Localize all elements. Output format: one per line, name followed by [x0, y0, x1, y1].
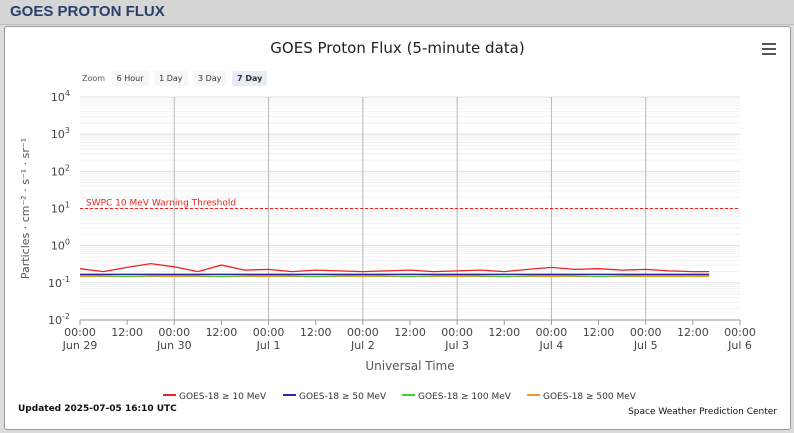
- y-tick-label: 101: [51, 201, 70, 216]
- zoom-3-day-button[interactable]: 3 Day: [193, 71, 227, 86]
- zoom-1-day-button[interactable]: 1 Day: [154, 71, 188, 86]
- chart-container: GOES Proton Flux (5-minute data) Zoom 6 …: [4, 26, 791, 430]
- x-tick-label: 12:00: [583, 326, 615, 339]
- threshold-label: SWPC 10 MeV Warning Threshold: [86, 199, 236, 209]
- updated-timestamp: Updated 2025-07-05 16:10 UTC: [18, 404, 177, 414]
- zoom-label: Zoom: [82, 74, 106, 83]
- x-tick-date-label: Jun 29: [62, 339, 98, 352]
- x-tick-label: 00:00: [441, 326, 473, 339]
- x-tick-label: 12:00: [488, 326, 520, 339]
- y-tick-label: 103: [51, 126, 70, 141]
- x-tick-label: 00:00: [630, 326, 662, 339]
- x-tick-date-label: Jul 4: [539, 339, 564, 352]
- panel-header: GOES PROTON FLUX: [0, 0, 794, 25]
- zoom-6-hour-button[interactable]: 6 Hour: [111, 71, 149, 86]
- x-tick-label: 00:00: [64, 326, 96, 339]
- y-tick-exponent: -2: [62, 312, 70, 321]
- y-tick-label: 104: [51, 89, 70, 104]
- legend-item-label: GOES-18 ≥ 500 MeV: [543, 392, 637, 402]
- x-tick-label: 00:00: [536, 326, 568, 339]
- x-tick-label: 00:00: [724, 326, 756, 339]
- x-tick-date-label: Jul 2: [350, 339, 375, 352]
- legend-item-label: GOES-18 ≥ 100 MeV: [418, 392, 512, 402]
- y-axis-title: Particles · cm⁻² · s⁻¹ · sr⁻¹: [19, 138, 32, 279]
- legend-item-label: GOES-18 ≥ 50 MeV: [299, 392, 387, 402]
- x-tick-date-label: Jul 3: [444, 339, 469, 352]
- legend-item-label: GOES-18 ≥ 10 MeV: [179, 392, 267, 402]
- x-tick-date-label: Jul 1: [256, 339, 281, 352]
- y-tick-label: 102: [51, 163, 70, 178]
- series-line: [79, 274, 710, 277]
- y-tick-label: 10-1: [48, 275, 70, 290]
- chart-title: GOES Proton Flux (5-minute data): [270, 39, 525, 57]
- y-tick-exponent: 4: [65, 89, 70, 98]
- x-tick-date-label: Jul 5: [633, 339, 658, 352]
- credit-text: Space Weather Prediction Center: [628, 407, 777, 417]
- x-tick-label: 12:00: [394, 326, 426, 339]
- x-tick-date-label: Jul 6: [727, 339, 752, 352]
- y-tick-exponent: 2: [65, 163, 70, 172]
- series-line: [79, 262, 710, 273]
- panel-title: GOES PROTON FLUX: [10, 3, 165, 20]
- zoom-7-day-button[interactable]: 7 Day: [232, 71, 268, 86]
- zoom-control: Zoom 6 Hour 1 Day 3 Day 7 Day: [80, 71, 270, 88]
- y-tick-label: 100: [51, 238, 70, 253]
- x-tick-label: 12:00: [300, 326, 332, 339]
- x-tick-label: 12:00: [206, 326, 238, 339]
- x-tick-label: 12:00: [677, 326, 709, 339]
- y-tick-exponent: 1: [65, 201, 70, 210]
- hamburger-menu-icon[interactable]: [762, 43, 776, 55]
- y-tick-exponent: -1: [62, 275, 70, 284]
- x-tick-date-label: Jun 30: [156, 339, 192, 352]
- y-tick-exponent: 0: [65, 238, 70, 247]
- y-tick-label: 10-2: [48, 312, 70, 327]
- x-tick-label: 00:00: [347, 326, 379, 339]
- y-tick-exponent: 3: [65, 126, 70, 135]
- x-tick-label: 00:00: [253, 326, 285, 339]
- x-tick-label: 12:00: [111, 326, 143, 339]
- x-axis-title: Universal Time: [365, 359, 454, 373]
- x-tick-label: 00:00: [158, 326, 190, 339]
